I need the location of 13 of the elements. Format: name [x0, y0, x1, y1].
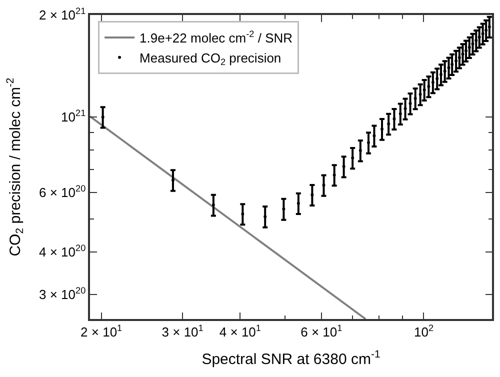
- y-tick-label: 2 × 10$^{21}$: [39, 6, 86, 23]
- x-tick-label: 2 × 10$^{1}$: [80, 322, 122, 340]
- legend-label: 1.9e+22 molec cm$^{-2}$ / SNR: [140, 29, 293, 46]
- x-tick-label: 4 × 10$^{1}$: [219, 322, 261, 340]
- x-tick-label: 3 × 10$^{1}$: [162, 322, 204, 340]
- y-tick-label: 3 × 10$^{20}$: [39, 286, 86, 302]
- legend-label: Measured CO$_{2}$ precision: [140, 50, 282, 68]
- y-tick-label: 4 × 10$^{20}$: [39, 243, 86, 260]
- y-tick-label: 6 × 10$^{20}$: [39, 183, 86, 200]
- x-tick-label: 10$^{2}$: [414, 322, 434, 340]
- x-tick-label: 6 × 10$^{1}$: [300, 322, 342, 340]
- x-axis-title: Spectral SNR at 6380 cm$^{-1}$: [202, 348, 380, 368]
- y-tick-label: 10$^{21}$: [61, 108, 86, 125]
